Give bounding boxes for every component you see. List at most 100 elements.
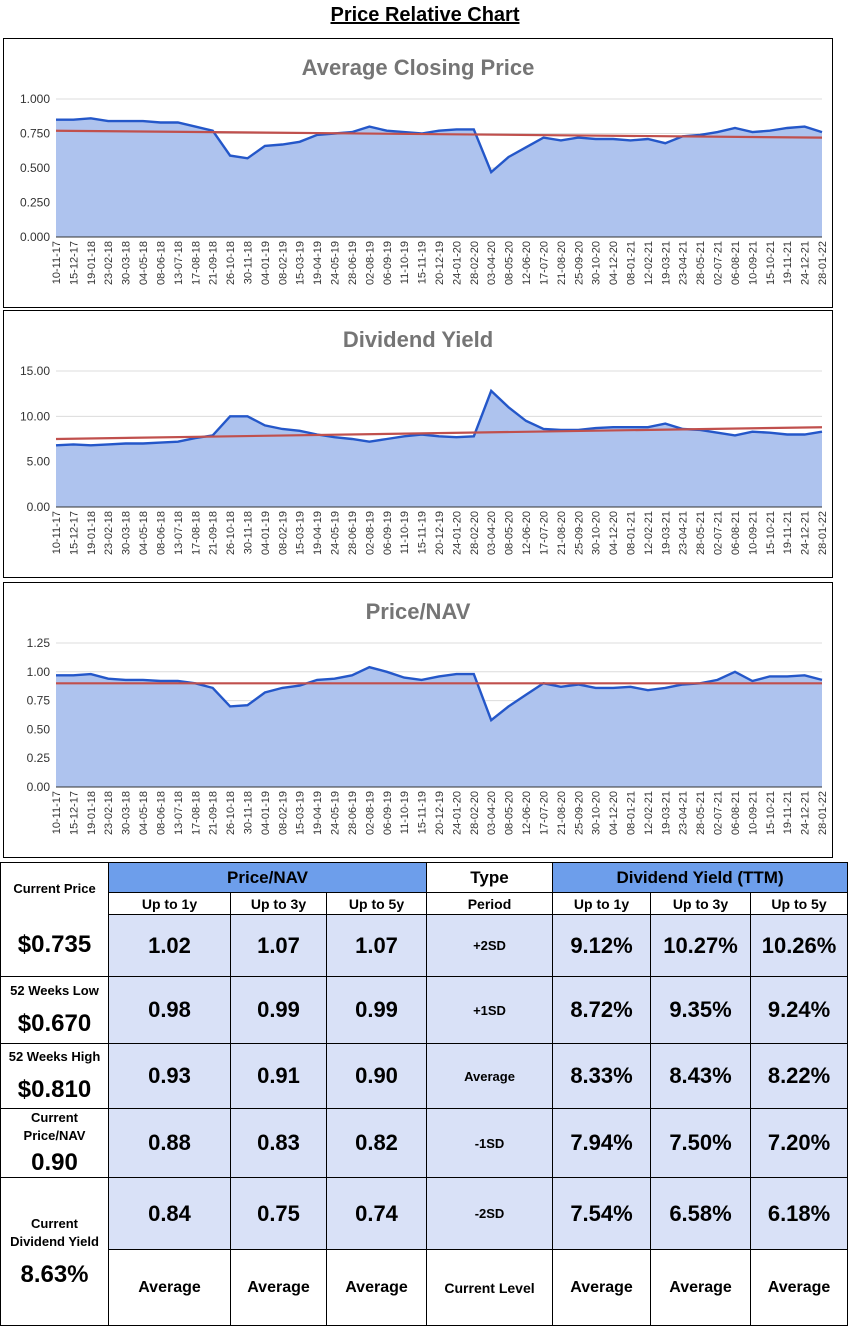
subheader-period: Period <box>426 892 554 915</box>
x-tick-label: 21-08-20 <box>556 791 568 835</box>
y-tick-label: 1.00 <box>27 665 51 679</box>
x-tick-label: 21-09-18 <box>208 791 220 835</box>
series-line <box>56 117 823 175</box>
x-tick-label: 17-08-18 <box>190 511 202 555</box>
x-tick-label: 19-04-19 <box>312 791 324 835</box>
pn-3y-minus2sd: 0.75 <box>230 1177 327 1250</box>
chart-price-nav: Price/NAV 0.00 0.25 0.50 0.75 1.00 1.25 10-11-1… <box>3 582 833 858</box>
x-tick-label: 10-11-17 <box>51 791 63 834</box>
series-area <box>56 390 822 507</box>
y-tick-label: 0.75 <box>27 694 51 708</box>
x-tick-label: 04-05-18 <box>138 791 150 835</box>
chart-dividend-yield-svg: Dividend Yield 0.00 5.00 10.00 15.00 10-11-17… <box>20 327 829 555</box>
type-header: Type <box>426 862 554 893</box>
footer-dy-3y: Average <box>650 1249 752 1326</box>
dy-3y-minus2sd: 6.58% <box>650 1177 752 1250</box>
current-price-value-cell: $0.735 <box>0 914 109 977</box>
x-tick-label: 12-02-21 <box>643 241 655 285</box>
pn-5y-plus2sd: 1.07 <box>325 914 428 977</box>
x-tick-label: 06-08-21 <box>730 791 742 835</box>
x-tick-label: 04-05-18 <box>138 511 150 555</box>
x-tick-label: 17-08-18 <box>190 241 202 285</box>
y-tick-label: 1.25 <box>27 636 51 650</box>
x-tick-label: 06-09-19 <box>382 511 394 555</box>
x-tick-label: 28-06-19 <box>347 511 359 555</box>
y-tick-label: 0.00 <box>27 780 51 794</box>
dy-1y-plus2sd: 9.12% <box>552 914 652 977</box>
x-tick-label: 12-06-20 <box>521 791 533 835</box>
x-tick-label: 02-07-21 <box>713 511 725 555</box>
dy-5y-minus1sd: 7.20% <box>750 1108 849 1178</box>
chart-title: Average Closing Price <box>302 55 535 80</box>
x-tick-label: 28-02-20 <box>469 241 481 285</box>
x-tick-label: 11-10-19 <box>399 791 411 834</box>
x-tick-label: 13-07-18 <box>173 511 185 555</box>
x-tick-label: 24-12-21 <box>800 791 812 835</box>
pn-1y-average: 0.93 <box>108 1043 231 1109</box>
dy-5y-plus1sd: 9.24% <box>750 976 849 1044</box>
footer-dy-5y: Average <box>750 1249 849 1326</box>
x-tick-label: 25-09-20 <box>573 241 585 285</box>
x-tick-label: 15-10-21 <box>765 791 777 835</box>
dy-3y-average: 8.43% <box>650 1043 752 1109</box>
pnav-label: Current Price/NAV <box>23 1110 86 1143</box>
series-area <box>56 118 822 237</box>
x-tick-label: 19-01-18 <box>86 791 98 835</box>
x-tick-label: 24-01-20 <box>451 241 463 285</box>
y-tick-label: 1.000 <box>20 92 50 106</box>
low-cell: 52 Weeks Low $0.670 <box>0 976 109 1044</box>
dy-1y-plus1sd: 8.72% <box>552 976 652 1044</box>
y-tick-label: 0.00 <box>27 500 51 514</box>
subheader-pn-5y: Up to 5y <box>325 892 428 915</box>
current-price-label-cell: Current Price <box>0 862 109 915</box>
x-tick-label: 04-05-18 <box>138 241 150 285</box>
y-tick-label: 0.25 <box>27 751 51 765</box>
series-area <box>56 667 822 787</box>
period-minus2sd: -2SD <box>426 1177 554 1250</box>
x-tick-label: 28-05-21 <box>695 511 707 555</box>
x-tick-label: 19-11-21 <box>782 511 794 554</box>
dy-5y-minus2sd: 6.18% <box>750 1177 849 1250</box>
y-tick-label: 5.00 <box>27 455 51 469</box>
dy-5y-plus2sd: 10.26% <box>750 914 849 977</box>
x-tick-label: 04-12-20 <box>608 241 620 285</box>
x-tick-label: 23-02-18 <box>103 241 115 285</box>
x-tick-label: 06-09-19 <box>382 791 394 835</box>
period-average: Average <box>426 1043 554 1109</box>
x-tick-label: 15-03-19 <box>295 511 307 555</box>
x-tick-label: 12-06-20 <box>521 241 533 285</box>
chart-dividend-yield: Dividend Yield 0.00 5.00 10.00 15.00 10-11-17… <box>3 310 833 578</box>
x-tick-label: 19-01-18 <box>86 241 98 285</box>
x-tick-label: 08-06-18 <box>155 511 167 555</box>
x-tick-label: 06-08-21 <box>730 241 742 285</box>
pnav-cell: Current Price/NAV 0.90 <box>0 1108 109 1178</box>
current-price-label: Current Price <box>13 880 96 896</box>
y-tick-label: 0.750 <box>20 127 50 141</box>
x-tick-label: 24-12-21 <box>800 241 812 285</box>
footer-dy-1y: Average <box>552 1249 652 1326</box>
x-tick-label: 28-02-20 <box>469 511 481 555</box>
subheader-pn-3y: Up to 3y <box>230 892 327 915</box>
x-tick-label: 17-07-20 <box>538 511 550 555</box>
x-tick-label: 04-01-19 <box>260 241 272 285</box>
x-tick-label: 28-05-21 <box>695 791 707 835</box>
trend-line <box>55 426 823 441</box>
footer-pn-5y: Average <box>325 1249 428 1326</box>
high-value: $0.810 <box>17 1076 92 1103</box>
x-tick-label: 03-04-20 <box>486 241 498 285</box>
pn-5y-plus1sd: 0.99 <box>325 976 428 1044</box>
x-tick-label: 26-10-18 <box>225 241 237 285</box>
x-tick-label: 24-12-21 <box>800 511 812 555</box>
x-tick-label: 08-05-20 <box>504 241 516 285</box>
dy-3y-plus1sd: 9.35% <box>650 976 752 1044</box>
chart-average-closing-price: Average Closing Price 0.000 0.250 0.500 0.75… <box>3 38 833 308</box>
x-tick-label: 08-05-20 <box>504 511 516 555</box>
x-tick-label: 19-04-19 <box>312 511 324 555</box>
current-price-value: $0.735 <box>17 931 92 959</box>
x-tick-label: 12-06-20 <box>521 511 533 555</box>
pn-3y-plus2sd: 1.07 <box>230 914 327 977</box>
x-tick-label: 28-02-20 <box>469 791 481 835</box>
x-tick-label: 03-04-20 <box>486 791 498 835</box>
pn-1y-plus1sd: 0.98 <box>108 976 231 1044</box>
x-tick-label: 06-08-21 <box>730 511 742 555</box>
